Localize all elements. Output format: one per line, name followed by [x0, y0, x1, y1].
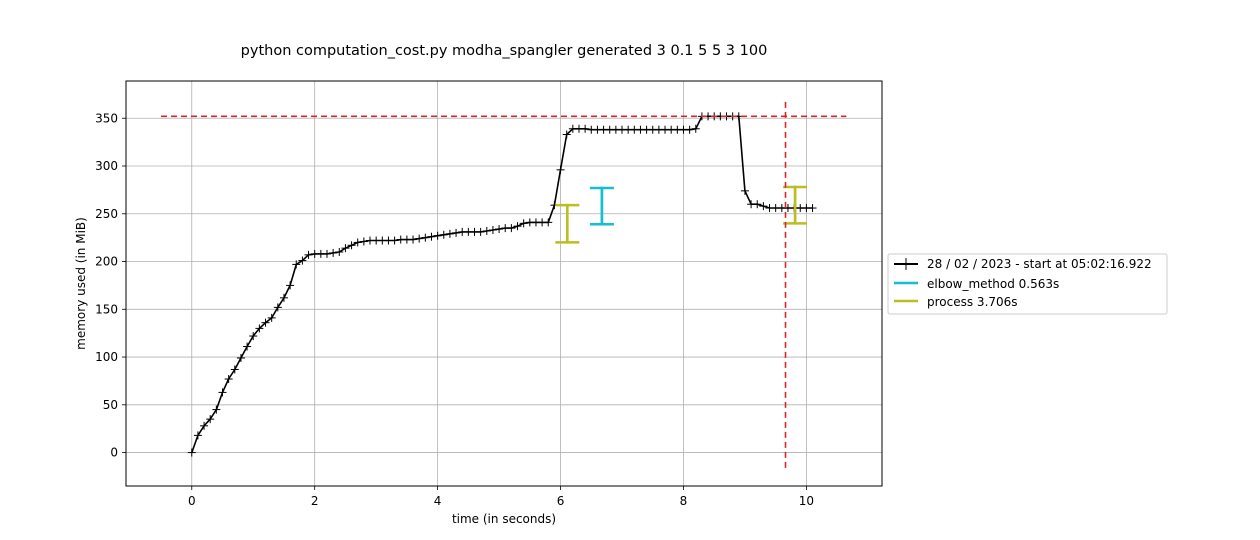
memory-data-point [562, 130, 571, 139]
memory-data-point [212, 405, 221, 414]
memory-data-point [476, 227, 485, 236]
memory-data-point [433, 231, 442, 240]
memory-data-point [279, 293, 288, 302]
memory-data-point [445, 229, 454, 238]
memory-data-point [415, 234, 424, 243]
y-tick-label: 0 [110, 446, 118, 460]
memory-data-point [329, 248, 338, 257]
x-tick-label: 6 [557, 494, 565, 508]
y-axis-label: memory used (in MiB) [74, 217, 88, 350]
memory-data-point [267, 313, 276, 322]
memory-data-point [513, 222, 522, 231]
memory-data-point [200, 421, 209, 430]
memory-data-point [255, 324, 264, 333]
memory-data-point [390, 236, 399, 245]
x-tick-label: 0 [188, 494, 196, 508]
x-axis-label: time (in seconds) [452, 512, 556, 526]
memory-data-point [341, 244, 350, 253]
x-tick-label: 2 [311, 494, 319, 508]
y-tick-label: 250 [95, 207, 118, 221]
legend: 28 / 02 / 2023 - start at 05:02:16.922 e… [887, 253, 1168, 315]
memory-data-point [298, 256, 307, 265]
memory-data-point [439, 230, 448, 239]
memory-data-point [347, 241, 356, 250]
legend-frame [887, 253, 1168, 315]
memory-data-point [249, 332, 258, 341]
process-start-bracket [555, 203, 580, 244]
memory-data-point [482, 226, 491, 235]
memory-data-point [187, 448, 196, 457]
memory-data-point [488, 226, 497, 235]
memory-data-point [519, 219, 528, 228]
process-start-bracket-close [555, 203, 569, 244]
memory-data-point [292, 260, 301, 269]
plot-frame [125, 80, 883, 487]
x-tick-label: 10 [799, 494, 814, 508]
memory-data-point [353, 238, 362, 247]
memory-data-point [685, 125, 694, 134]
legend-label-memory: 28 / 02 / 2023 - start at 05:02:16.922 [927, 257, 1152, 271]
legend-label-elbow: elbow_method 0.563s [927, 277, 1059, 291]
process-end-bracket [783, 185, 808, 225]
y-tick-label: 350 [95, 111, 118, 125]
elbow-end-bracket-close [589, 186, 604, 226]
memory-data-point [556, 165, 565, 174]
memory-data-point [495, 225, 504, 234]
memory-data-point [304, 250, 313, 259]
memory-data-point [759, 202, 768, 211]
memory-data-point [427, 232, 436, 241]
chart-title: python computation_cost.py modha_spangle… [241, 43, 768, 59]
memory-data-point [218, 388, 227, 397]
y-tick-label: 50 [103, 398, 118, 412]
memory-data-point [421, 233, 430, 242]
y-tick-label: 150 [95, 302, 118, 316]
memory-data-point [691, 124, 700, 133]
memory-data-point [753, 200, 762, 209]
memory-data-point [322, 249, 331, 258]
x-tick-label: 4 [434, 494, 442, 508]
memory-data-point [507, 224, 516, 233]
memory-data-point [224, 375, 233, 384]
memory-data-point [581, 124, 590, 133]
memory-data-point [808, 204, 817, 213]
memory-data-point [452, 228, 461, 237]
x-tick-label: 8 [680, 494, 688, 508]
memory-data-point [544, 218, 553, 227]
legend-label-process: process 3.706s [927, 295, 1018, 309]
elbow-end-bracket [589, 186, 614, 226]
memory-data-point [409, 235, 418, 244]
memory-data-point [243, 342, 252, 351]
process-end-bracket-close [783, 185, 797, 225]
memory-data-point [286, 281, 295, 290]
memory-data-point [206, 415, 215, 424]
memory-data-point [335, 247, 344, 256]
memory-data-point [230, 365, 239, 374]
memory-data-point [236, 354, 245, 363]
memory-data-point [273, 303, 282, 312]
plot-area [161, 99, 847, 468]
y-tick-label: 300 [95, 159, 118, 173]
memory-data-point [359, 237, 368, 246]
grid [126, 81, 882, 486]
memory-data-point [740, 186, 749, 195]
y-tick-label: 100 [95, 350, 118, 364]
memory-data-point [193, 431, 202, 440]
memory-data-point [261, 318, 270, 327]
y-tick-label: 200 [95, 255, 118, 269]
